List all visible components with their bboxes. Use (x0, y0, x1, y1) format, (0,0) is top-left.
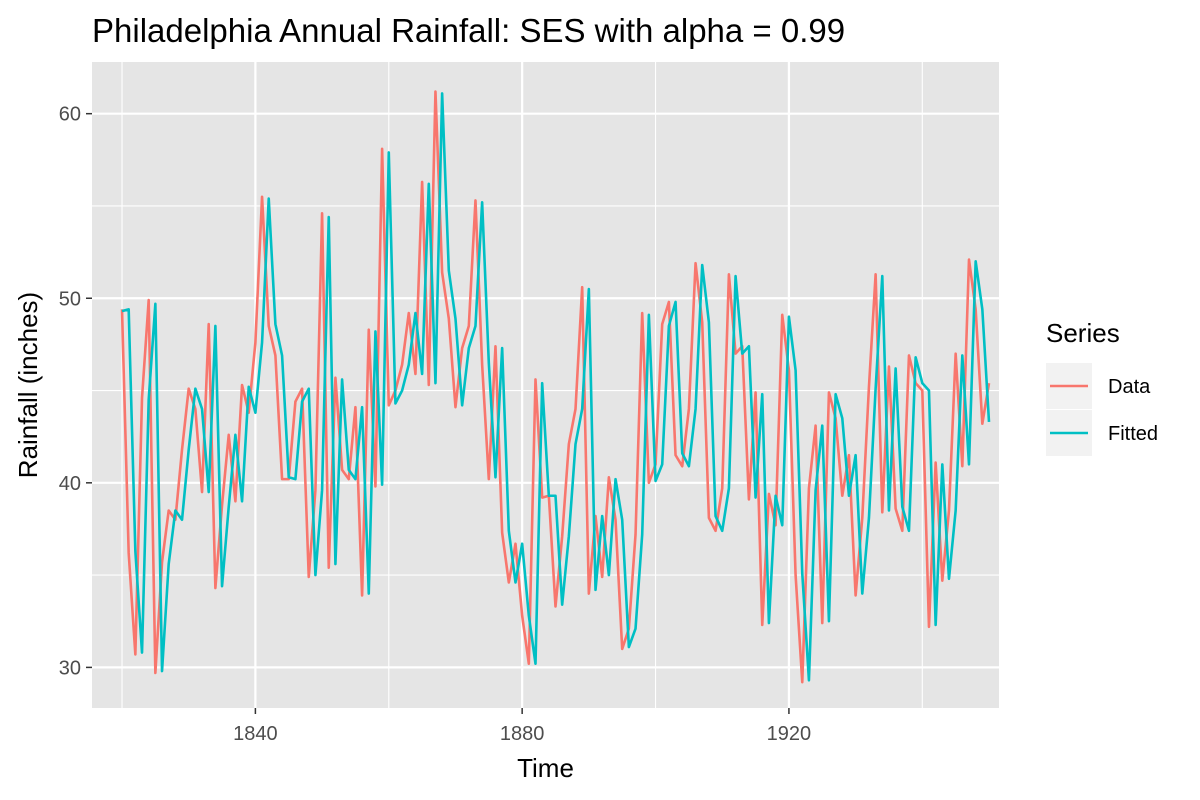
x-axis-title: Time (517, 753, 574, 783)
y-axis-title: Rainfall (inches) (13, 292, 43, 478)
legend: Series Data Fitted (1046, 318, 1158, 456)
legend-label: Data (1108, 376, 1151, 398)
series-line-fitted (121, 92, 991, 682)
legend-label: Fitted (1108, 423, 1158, 445)
y-tick-label: 30 (59, 657, 81, 679)
x-tick-label: 1840 (233, 723, 278, 745)
legend-item-fitted: Fitted (1046, 410, 1158, 456)
legend-title: Series (1046, 318, 1120, 348)
plot-panel (92, 62, 999, 708)
series-line-data (120, 90, 991, 684)
x-axis: 1840 1880 1920 (233, 708, 811, 745)
y-axis: 30 40 50 60 (59, 104, 92, 679)
y-tick-label: 60 (59, 104, 81, 126)
series-lines (120, 90, 991, 684)
legend-item-data: Data (1046, 363, 1151, 409)
y-tick-label: 50 (59, 288, 81, 310)
y-tick-label: 40 (59, 473, 81, 495)
chart-title: Philadelphia Annual Rainfall: SES with a… (92, 12, 845, 49)
x-tick-label: 1920 (767, 723, 812, 745)
x-tick-label: 1880 (500, 723, 545, 745)
